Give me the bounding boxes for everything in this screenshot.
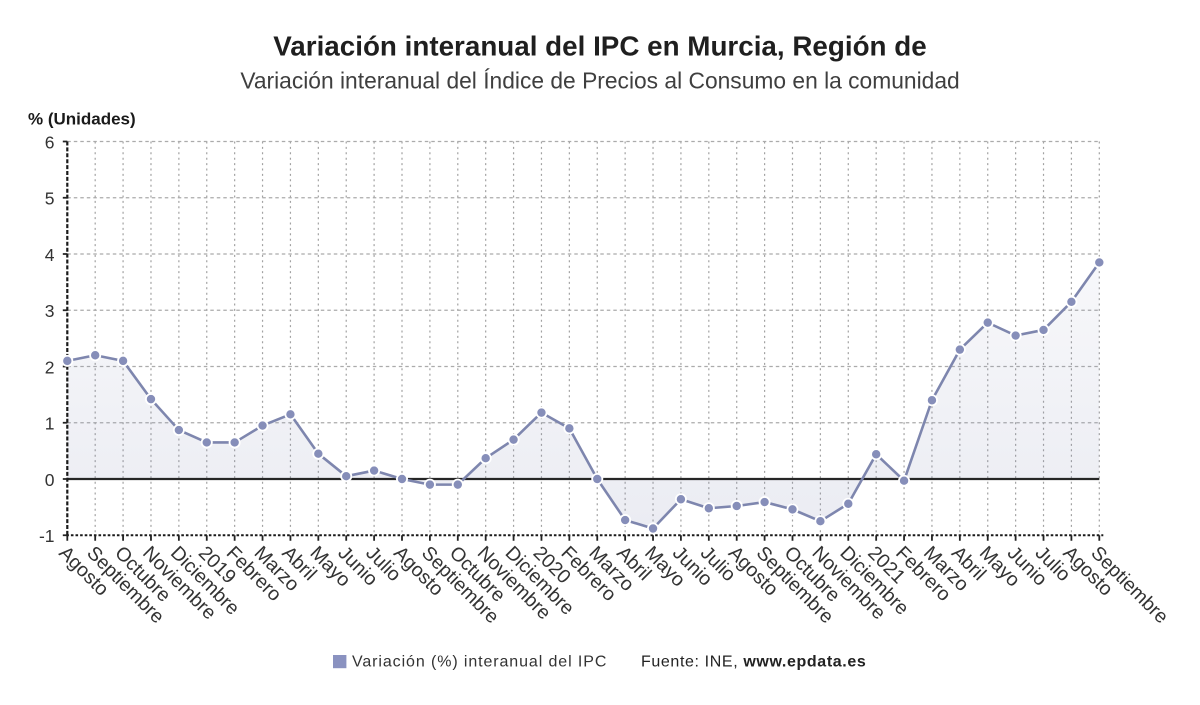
- svg-text:0: 0: [45, 470, 55, 490]
- svg-text:Variación interanual del Índic: Variación interanual del Índice de Preci…: [240, 68, 959, 94]
- svg-text:Variación (%) interanual del I: Variación (%) interanual del IPC: [352, 654, 607, 671]
- svg-text:Fuente: INE, www.epdata.es: Fuente: INE, www.epdata.es: [641, 654, 866, 671]
- svg-text:% (Unidades): % (Unidades): [28, 110, 136, 129]
- svg-text:2: 2: [45, 357, 55, 377]
- svg-text:3: 3: [45, 301, 55, 321]
- svg-text:5: 5: [45, 189, 55, 209]
- svg-text:4: 4: [45, 245, 55, 265]
- svg-text:1: 1: [45, 414, 55, 434]
- svg-text:Variación interanual del IPC e: Variación interanual del IPC en Murcia, …: [273, 30, 926, 61]
- svg-text:6: 6: [45, 132, 55, 152]
- svg-text:-1: -1: [39, 526, 55, 546]
